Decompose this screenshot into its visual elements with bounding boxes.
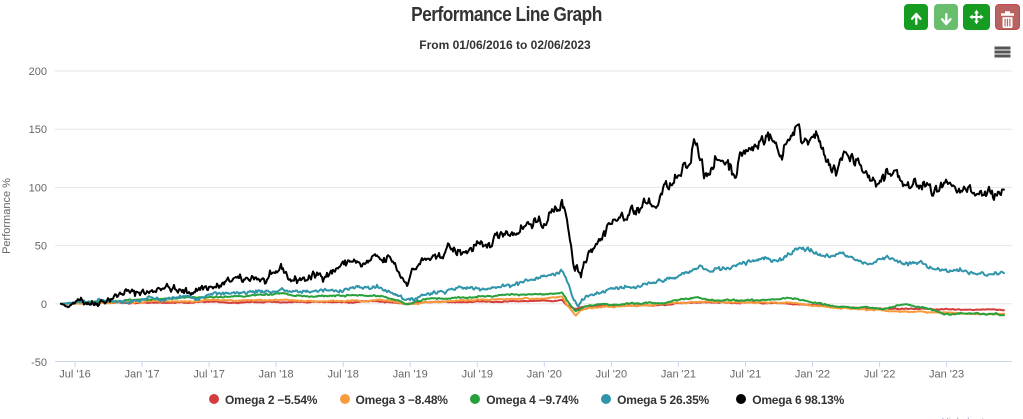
svg-text:Jan '22: Jan '22 [795,369,830,381]
svg-text:Jan '18: Jan '18 [259,369,294,381]
svg-text:Jul '18: Jul '18 [327,369,358,381]
svg-text:0: 0 [41,299,47,311]
svg-text:Jul '17: Jul '17 [193,369,224,381]
svg-text:Jul '16: Jul '16 [59,369,90,381]
svg-text:Performance %: Performance % [1,178,13,254]
svg-text:Jul '19: Jul '19 [462,369,493,381]
svg-text:Jul '21: Jul '21 [730,369,761,381]
svg-text:50: 50 [35,241,47,253]
svg-text:-50: -50 [31,357,47,369]
svg-text:100: 100 [29,182,47,194]
svg-text:Jan '20: Jan '20 [527,369,562,381]
svg-text:150: 150 [29,124,47,136]
svg-text:Jan '23: Jan '23 [929,369,964,381]
svg-text:200: 200 [29,66,47,78]
svg-text:Jan '19: Jan '19 [393,369,428,381]
svg-text:Jul '20: Jul '20 [596,369,627,381]
svg-text:Jan '17: Jan '17 [125,369,160,381]
svg-text:Jul '22: Jul '22 [864,369,895,381]
svg-text:Jan '21: Jan '21 [661,369,696,381]
